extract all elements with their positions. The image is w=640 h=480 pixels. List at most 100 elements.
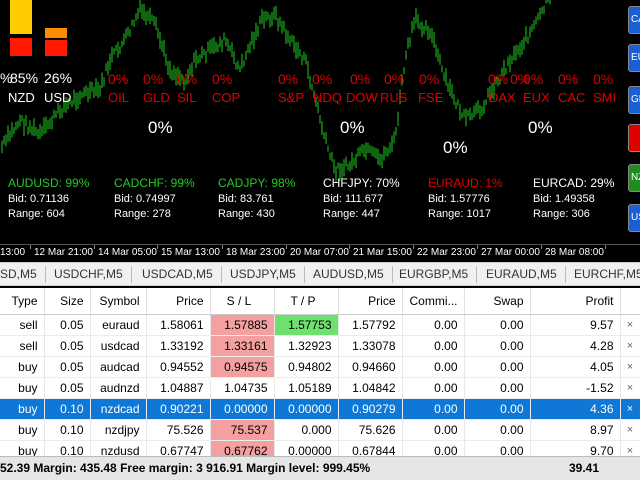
cell-size: 0.05 [44,314,91,336]
cell-profit: 4.36 [530,398,621,420]
cell-price: 1.04842 [338,377,403,399]
col-header-commission[interactable]: Commi... [402,288,465,315]
cell-tp[interactable]: 1.57753 [274,314,339,336]
col-header-close [620,288,640,315]
cell-type: buy [0,377,45,399]
cell-sl[interactable]: 1.57885 [210,314,275,336]
dax-percent: 0% [510,71,531,87]
table-row[interactable]: buy 0.05 audcad 0.94552 0.94575 0.94802 … [0,356,640,378]
col-header-type[interactable]: Type [0,288,45,315]
side-button-ca[interactable]: CA [628,6,640,34]
side-button-eu[interactable]: EU [628,44,640,72]
close-position-icon[interactable]: × [620,314,640,336]
close-position-icon[interactable]: × [620,356,640,378]
col-header-sl[interactable]: S / L [210,288,275,315]
extra-percent: 0% [488,71,509,87]
sil-percent: 0% [177,71,198,87]
cell-price: 75.626 [338,419,403,441]
tab-euraud-m5[interactable]: EURAUD,M5 [478,266,566,283]
cell-tp[interactable]: 1.05189 [274,377,339,399]
col-header-tp[interactable]: T / P [274,288,339,315]
nzd-strength-percent: 85% [10,70,39,86]
col-header-size[interactable]: Size [44,288,91,315]
cell-sl[interactable]: 0.94575 [210,356,275,378]
big-percent-4: 0% [528,118,553,137]
pair-range: Range: 604 [8,208,65,220]
cell-price: 1.33078 [338,335,403,357]
col-header-symbol[interactable]: Symbol [90,288,147,315]
pair-card-chfjpy[interactable]: CHFJPY: 70% Bid: 111.677 Range: 447 [323,176,433,220]
time-tick [286,245,287,249]
close-position-icon[interactable]: × [620,398,640,420]
time-tick [413,245,414,249]
cell-profit: 4.05 [530,356,621,378]
time-label: 15 Mar 13:00 [161,247,220,258]
side-button-gb[interactable]: GB [628,86,640,114]
pair-bid: Bid: 0.74997 [114,193,176,205]
account-status-bar: 52.39 Margin: 435.48 Free margin: 3 916.… [0,456,640,480]
tab-usdjpy-m5[interactable]: USDJPY,M5 [222,266,305,283]
cell-tp[interactable]: 0.00000 [274,398,339,420]
pair-name: EURCAD: 29% [533,176,615,190]
pair-range: Range: 447 [323,208,380,220]
tab-audusd-m5[interactable]: AUDUSD,M5 [305,266,393,283]
cell-size: 0.10 [44,398,91,420]
cac-label: CAC [558,90,586,105]
cell-sl[interactable]: 0.00000 [210,398,275,420]
price-chart[interactable]: % 85% 26% NZD USD 0% 0% 0% 0% 0% 0% 0% 0… [0,0,640,244]
table-row[interactable]: sell 0.05 euraud 1.58061 1.57885 1.57753… [0,314,640,336]
pair-range: Range: 430 [218,208,275,220]
cell-sl[interactable]: 1.33161 [210,335,275,357]
cell-swap: 0.00 [464,419,531,441]
tab-eurgbp-m5[interactable]: EURGBP,M5 [391,266,478,283]
table-row-selected[interactable]: buy 0.10 nzdcad 0.90221 0.00000 0.00000 … [0,398,640,420]
cell-price: 0.90279 [338,398,403,420]
cell-tp[interactable]: 0.94802 [274,356,339,378]
cell-tp[interactable]: 1.32923 [274,335,339,357]
pair-card-cadjpy[interactable]: CADJPY: 98% Bid: 83.761 Range: 430 [218,176,328,220]
fse-label: FSE [418,90,444,105]
pair-card-euraud[interactable]: EURAUD: 1% Bid: 1.57776 Range: 1017 [428,176,538,220]
tab-eurchf-m5[interactable]: EURCHF,M5 [566,266,640,283]
close-position-icon[interactable]: × [620,419,640,441]
tab-usdcad-m5[interactable]: USDCAD,M5 [134,266,222,283]
cell-symbol: usdcad [90,335,147,357]
col-header-price[interactable]: Price [338,288,403,315]
cop-percent: 0% [212,71,233,87]
dax-label: DAX [489,90,516,105]
usd-currency-label: USD [44,90,72,105]
cell-sl[interactable]: 75.537 [210,419,275,441]
cell-type: sell [0,314,45,336]
col-header-open-price[interactable]: Price [146,288,211,315]
pair-card-audusd[interactable]: AUDUSD: 99% Bid: 0.71136 Range: 604 [8,176,118,220]
cell-price: 0.94660 [338,356,403,378]
cell-sl[interactable]: 1.04735 [210,377,275,399]
pair-card-cadchf[interactable]: CADCHF: 99% Bid: 0.74997 Range: 278 [114,176,224,220]
cell-commission: 0.00 [402,356,465,378]
cell-profit: -1.52 [530,377,621,399]
table-row[interactable]: buy 0.05 audnzd 1.04887 1.04735 1.05189 … [0,377,640,399]
side-button-us[interactable]: US [628,204,640,232]
tab-usd-m5[interactable]: SD,M5 [0,266,46,283]
cell-commission: 0.00 [402,398,465,420]
close-position-icon[interactable]: × [620,335,640,357]
cell-price: 1.57792 [338,314,403,336]
cell-profit: 9.57 [530,314,621,336]
smi-label: SMI [593,90,617,105]
col-header-profit[interactable]: Profit [530,288,621,315]
side-button-red[interactable] [628,124,640,152]
cell-symbol: audcad [90,356,147,378]
table-row[interactable]: buy 0.10 nzdjpy 75.526 75.537 0.000 75.6… [0,419,640,441]
table-row[interactable]: sell 0.05 usdcad 1.33192 1.33161 1.32923… [0,335,640,357]
pair-card-eurcad[interactable]: EURCAD: 29% Bid: 1.49358 Range: 306 [533,176,640,220]
side-button-nz[interactable]: NZ [628,164,640,192]
strength-bar-usd-base [45,40,67,56]
cell-tp[interactable]: 0.000 [274,419,339,441]
col-header-swap[interactable]: Swap [464,288,531,315]
eux-label: EUX [523,90,550,105]
tab-usdchf-m5[interactable]: USDCHF,M5 [46,266,132,283]
cell-size: 0.10 [44,419,91,441]
close-position-icon[interactable]: × [620,377,640,399]
oil-percent: 0% [108,71,129,87]
time-tick [477,245,478,249]
